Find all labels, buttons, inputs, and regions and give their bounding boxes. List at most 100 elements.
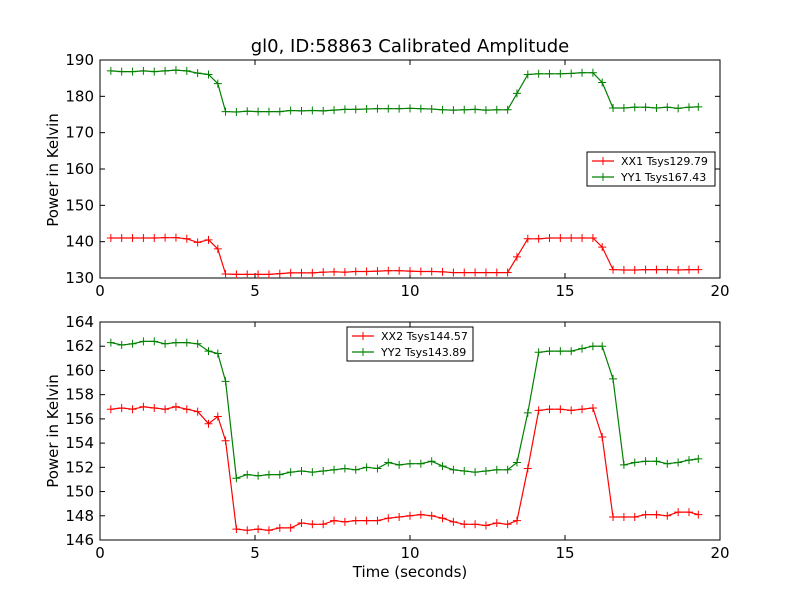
bottom-series-2-point bbox=[362, 463, 371, 472]
bottom-series-2-point bbox=[232, 474, 241, 483]
top-x-tick-label: 5 bbox=[250, 282, 260, 300]
bottom-series-2-point bbox=[449, 465, 458, 474]
top-series-2-point bbox=[588, 68, 597, 77]
top-series-1-point bbox=[512, 252, 521, 261]
bottom-series-1-point bbox=[438, 514, 447, 523]
top-x-tick-label: 10 bbox=[400, 282, 419, 300]
top-x-tick-label: 15 bbox=[555, 282, 574, 300]
top-series-1-point bbox=[330, 267, 339, 276]
bottom-series-1-point bbox=[221, 436, 230, 445]
top-series-1-point bbox=[161, 233, 170, 242]
bottom-series-2-point bbox=[523, 408, 532, 417]
top-series-1-point bbox=[619, 266, 628, 275]
bottom-series-1-point bbox=[351, 516, 360, 525]
bottom-series-1-point bbox=[139, 402, 148, 411]
top-series-2-point bbox=[685, 103, 693, 112]
top-series-2-point bbox=[204, 70, 213, 79]
top-series-2-point bbox=[182, 66, 191, 75]
top-series-2-point bbox=[438, 105, 447, 114]
bottom-series-1-point bbox=[319, 520, 328, 529]
top-series-1-point bbox=[264, 270, 273, 279]
bottom-series-2-point bbox=[438, 462, 447, 471]
bottom-series-1-point bbox=[106, 405, 115, 414]
top-series-1-point bbox=[427, 267, 436, 276]
bottom-series-1-point bbox=[674, 508, 683, 517]
top-series-2-point bbox=[503, 105, 512, 114]
top-plot-area: 0 5 10 15 20 130 140 150 160 170 180 190 XX1 Tsys129… bbox=[65, 51, 729, 300]
top-series-1-point bbox=[641, 265, 650, 274]
bottom-series-2-point bbox=[275, 470, 284, 479]
top-series-1-point bbox=[406, 267, 414, 276]
top-y-tick-label: 130 bbox=[65, 269, 94, 287]
bottom-series-1-point bbox=[641, 510, 650, 519]
bottom-series-2-point bbox=[297, 466, 306, 475]
top-series-2-point bbox=[373, 104, 382, 113]
bottom-series-2-point bbox=[395, 460, 404, 469]
bottom-series-1-point bbox=[630, 512, 639, 521]
bottom-series-1-point bbox=[275, 523, 284, 532]
top-legend-label-1: XX1 Tsys129.79 bbox=[621, 155, 708, 168]
bottom-legend-marker-2 bbox=[359, 348, 367, 356]
top-series-2-point bbox=[330, 106, 339, 115]
top-series-2-point bbox=[471, 105, 480, 114]
top-legend-marker-1 bbox=[599, 157, 607, 165]
bottom-series-1-point bbox=[128, 405, 137, 414]
bottom-series-1-point bbox=[609, 512, 618, 521]
bottom-series-2-point bbox=[556, 347, 565, 356]
bottom-y-tick-label: 156 bbox=[65, 410, 94, 428]
top-series-1-point bbox=[384, 266, 393, 275]
bottom-series-1-point bbox=[395, 512, 404, 521]
top-series-1-point bbox=[171, 233, 180, 242]
top-series-2-point bbox=[567, 69, 576, 78]
top-series-2-point bbox=[106, 66, 115, 75]
bottom-series-1-point bbox=[534, 406, 543, 415]
bottom-series-2-point bbox=[171, 338, 180, 347]
top-series-2-point bbox=[512, 89, 521, 98]
top-series-1-point bbox=[416, 267, 425, 276]
top-series-2-point bbox=[609, 103, 618, 112]
bottom-series-2-point bbox=[460, 466, 469, 475]
bottom-series-2-point bbox=[221, 377, 230, 386]
top-series-2-point bbox=[254, 107, 263, 116]
top-series-2-point bbox=[264, 107, 273, 116]
top-series-1-point bbox=[221, 270, 230, 279]
bottom-series-2-point bbox=[193, 339, 202, 348]
top-series-1-point bbox=[578, 234, 587, 243]
top-series-1-point bbox=[503, 268, 512, 277]
top-series-2-point bbox=[598, 78, 607, 87]
bottom-y-tick-label: 146 bbox=[65, 531, 94, 549]
bottom-series-2-point bbox=[384, 458, 393, 467]
bottom-series-1-point bbox=[204, 419, 213, 428]
bottom-legend-label-2: YY2 Tsys143.89 bbox=[380, 346, 466, 359]
top-series-1-point bbox=[106, 234, 115, 243]
bottom-y-tick-label: 164 bbox=[65, 313, 94, 331]
top-series-1-point bbox=[588, 234, 597, 243]
top-series-1-point bbox=[694, 265, 703, 274]
bottom-y-tick-label: 150 bbox=[65, 483, 94, 501]
bottom-series-1-line bbox=[110, 406, 699, 531]
bottom-series-2-point bbox=[598, 342, 607, 351]
bottom-y-tick-label: 148 bbox=[65, 507, 94, 525]
bottom-y-axis-label: Power in Kelvin bbox=[44, 374, 62, 488]
top-series-1-point bbox=[523, 234, 532, 243]
bottom-series-2-point bbox=[139, 337, 148, 346]
bottom-legend-label-1: XX2 Tsys144.57 bbox=[381, 330, 468, 343]
bottom-series-2-point bbox=[578, 344, 587, 353]
bottom-series-1-point bbox=[492, 519, 501, 528]
bottom-series-1-point bbox=[264, 526, 273, 535]
top-series-2-point bbox=[523, 70, 532, 79]
bottom-y-tick-label: 158 bbox=[65, 386, 94, 404]
top-series-1-point bbox=[630, 266, 639, 275]
top-series-1-point bbox=[297, 268, 306, 277]
bottom-series-1-point bbox=[340, 517, 349, 526]
top-series-2-point bbox=[556, 69, 565, 78]
bottom-y-tick-label: 154 bbox=[65, 434, 94, 452]
top-series-1-point bbox=[193, 238, 202, 247]
top-series-2-point bbox=[449, 106, 458, 115]
top-series-1-point bbox=[598, 243, 607, 252]
bottom-series-2-point bbox=[319, 466, 328, 475]
bottom-series-2-point bbox=[351, 465, 360, 474]
top-series-1-point bbox=[117, 234, 126, 243]
bottom-series-1-point bbox=[652, 510, 661, 519]
